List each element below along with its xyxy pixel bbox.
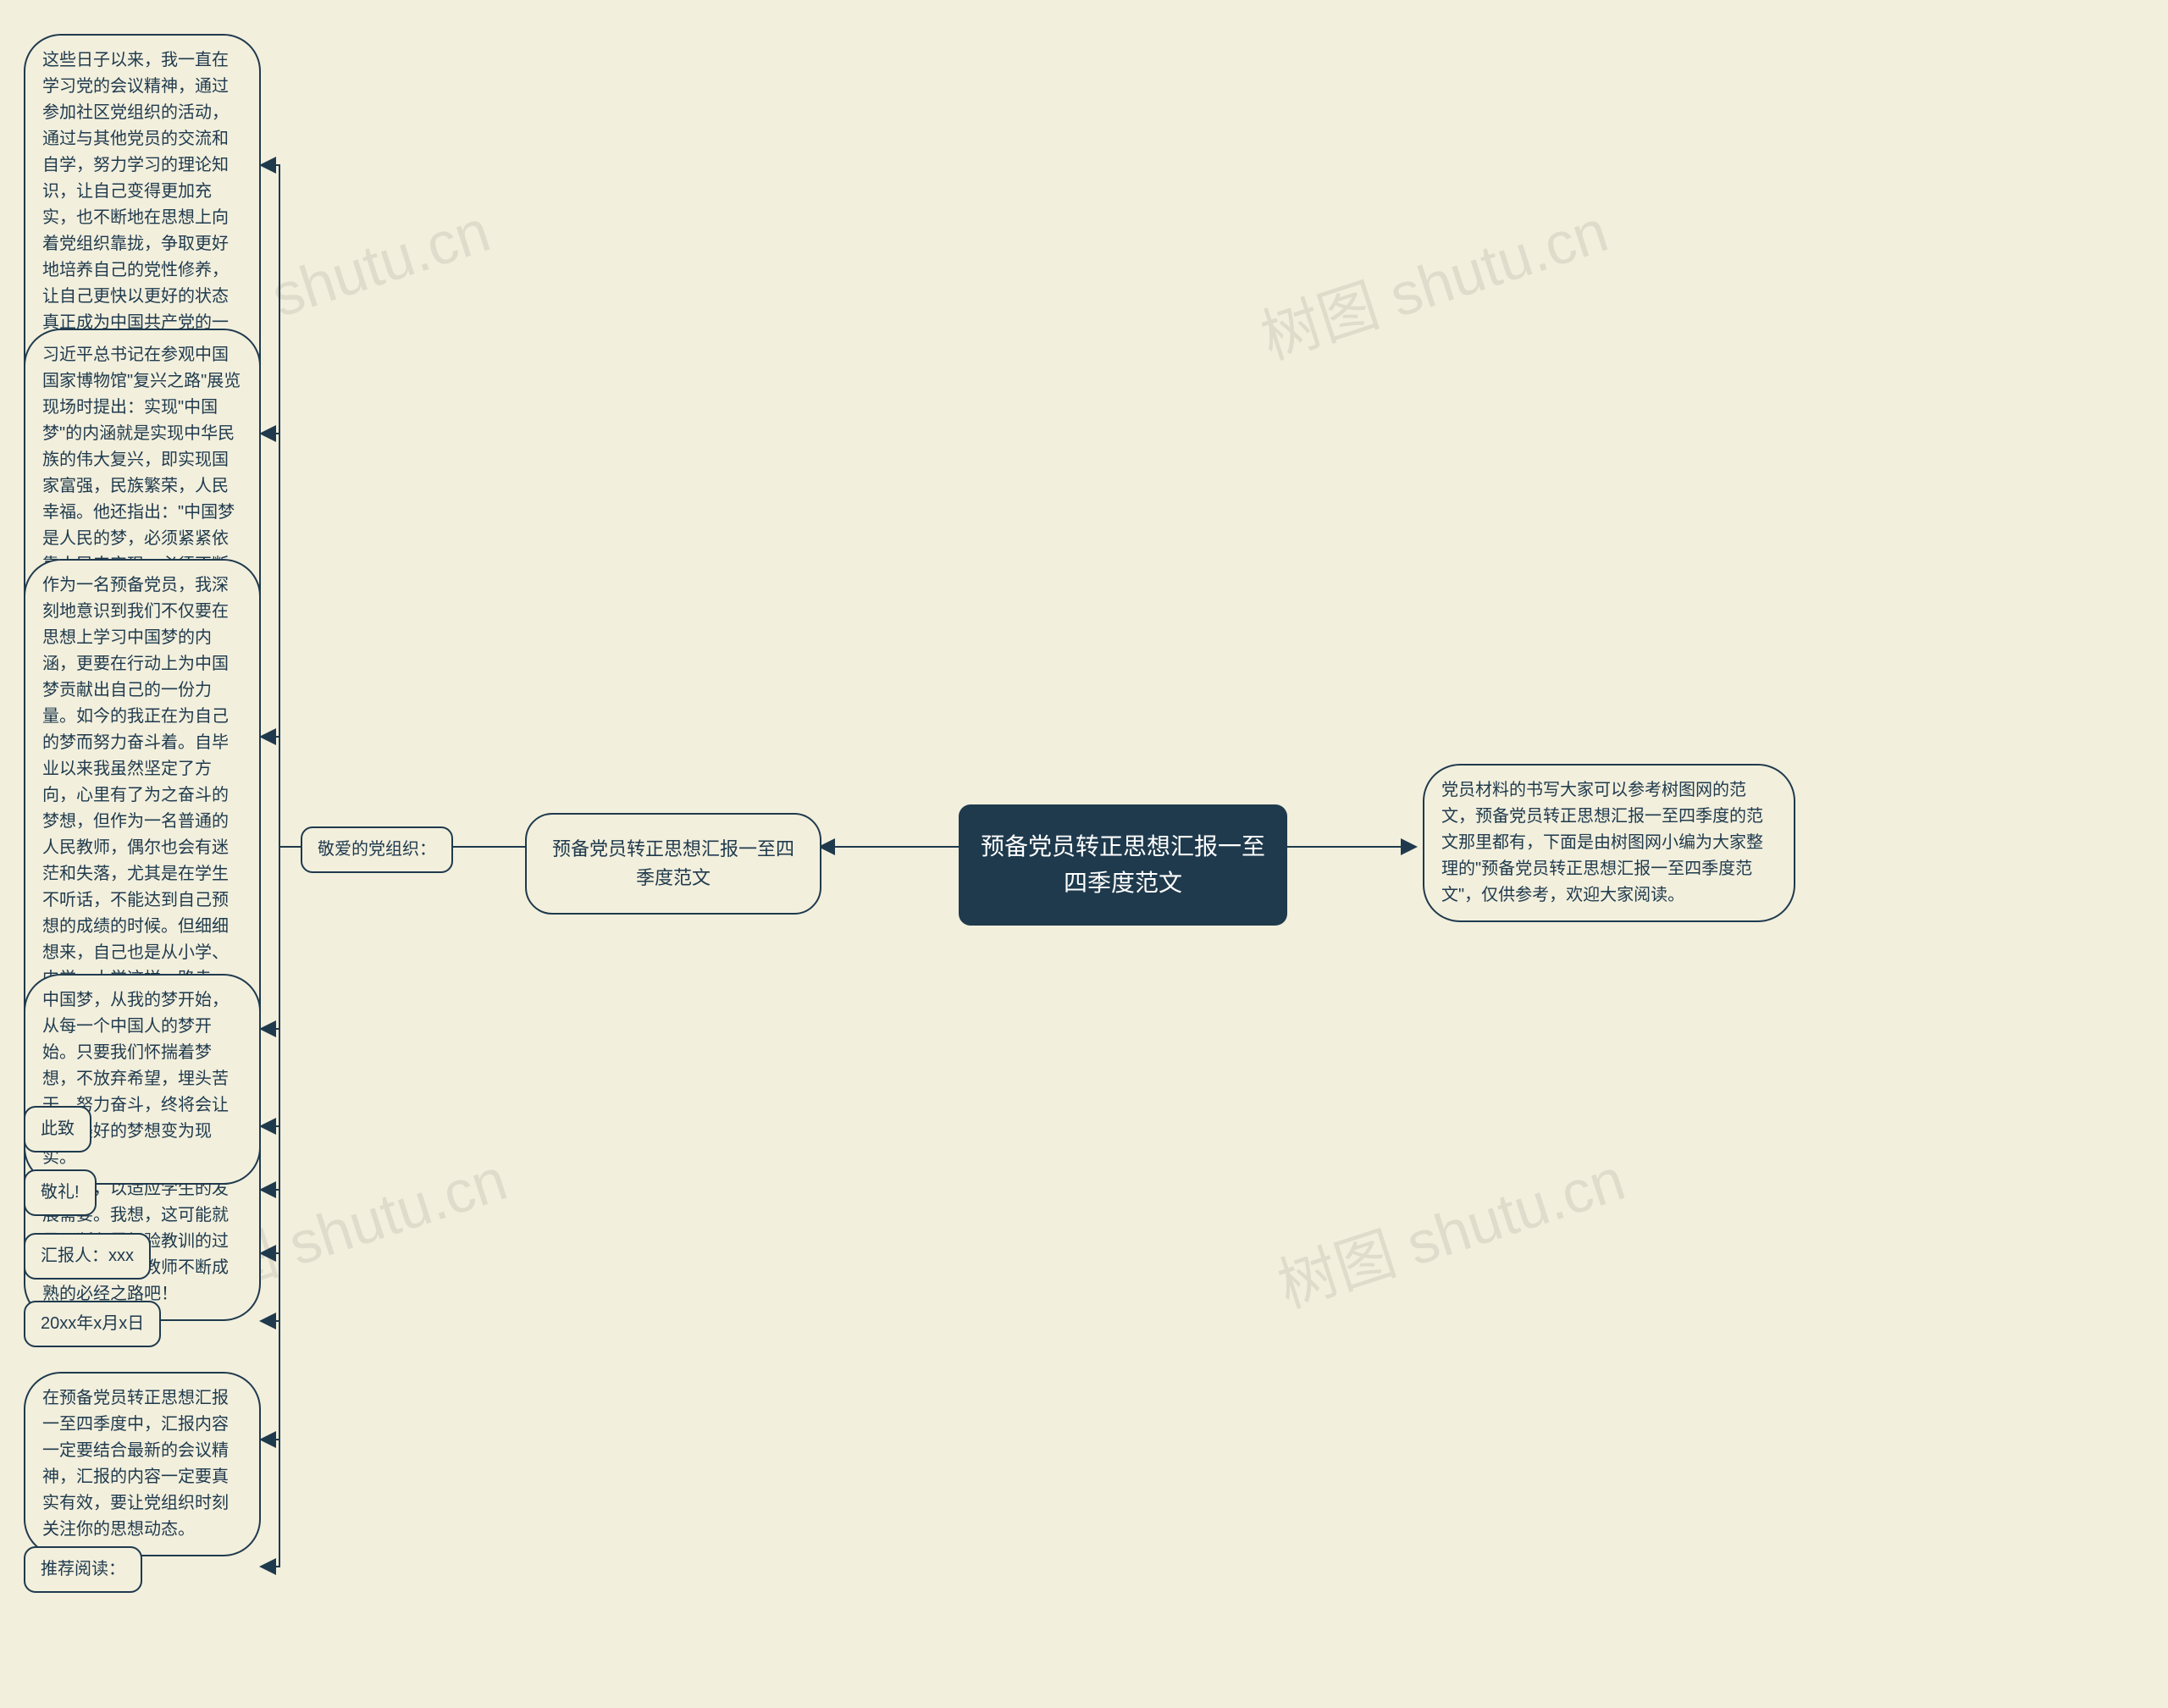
leaf-text: 汇报人：xxx — [41, 1246, 134, 1265]
leaf-node[interactable]: 中国梦，从我的梦开始，从每一个中国人的梦开始。只要我们怀揣着梦想，不放弃希望，埋… — [24, 974, 261, 1185]
leaf-text: 20xx年x月x日 — [41, 1314, 144, 1333]
left-level2-text: 敬爱的党组织： — [318, 840, 436, 859]
root-text: 预备党员转正思想汇报一至四季度范文 — [981, 833, 1265, 896]
leaf-node[interactable]: 在预备党员转正思想汇报一至四季度中，汇报内容一定要结合最新的会议精神，汇报的内容… — [24, 1372, 261, 1556]
watermark: 树图 shutu.cn — [1266, 1132, 1634, 1324]
leaf-text: 敬礼! — [41, 1183, 80, 1202]
right-branch-text: 党员材料的书写大家可以参考树图网的范文，预备党员转正思想汇报一至四季度的范文那里… — [1441, 781, 1763, 904]
leaf-node[interactable]: 推荐阅读： — [24, 1546, 142, 1593]
leaf-text: 在预备党员转正思想汇报一至四季度中，汇报内容一定要结合最新的会议精神，汇报的内容… — [42, 1389, 229, 1539]
right-branch-node[interactable]: 党员材料的书写大家可以参考树图网的范文，预备党员转正思想汇报一至四季度的范文那里… — [1423, 764, 1795, 922]
leaf-node[interactable]: 敬礼! — [24, 1169, 97, 1216]
watermark: 树图 shutu.cn — [1249, 184, 1618, 376]
leaf-node[interactable]: 20xx年x月x日 — [24, 1301, 161, 1347]
left-level1-text: 预备党员转正思想汇报一至四季度范文 — [552, 838, 794, 888]
root-node[interactable]: 预备党员转正思想汇报一至四季度范文 — [959, 804, 1287, 926]
left-level2-node[interactable]: 敬爱的党组织： — [301, 826, 453, 873]
left-level1-node[interactable]: 预备党员转正思想汇报一至四季度范文 — [525, 813, 821, 915]
leaf-text: 推荐阅读： — [41, 1560, 125, 1578]
leaf-node[interactable]: 此致 — [24, 1106, 91, 1152]
leaf-text: 此致 — [41, 1119, 75, 1138]
leaf-node[interactable]: 汇报人：xxx — [24, 1233, 151, 1280]
